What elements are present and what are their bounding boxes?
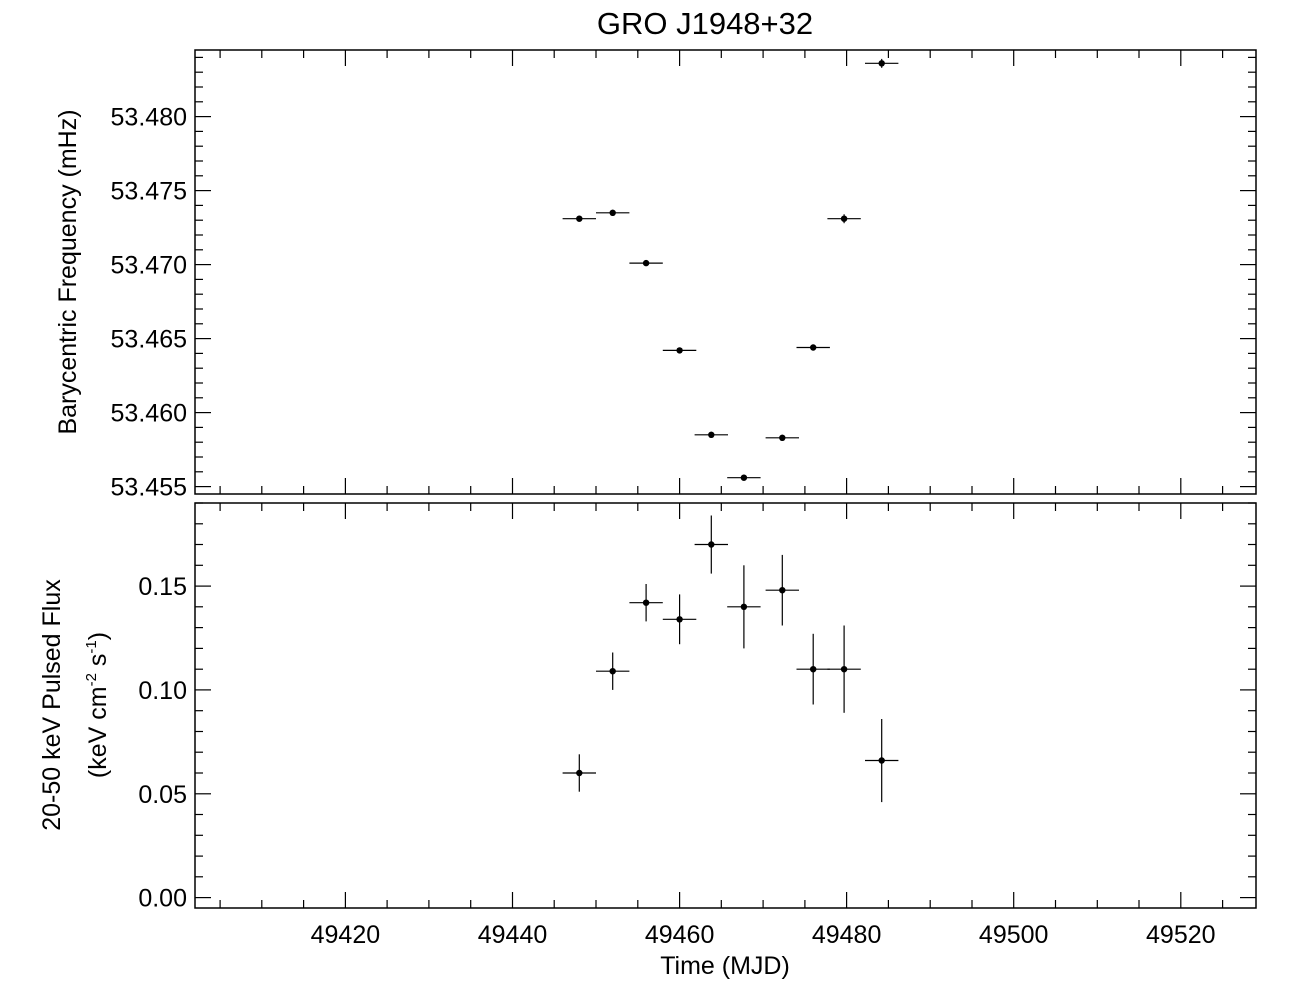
point-marker xyxy=(740,474,748,481)
x-axis-label: Time (MJD) xyxy=(660,952,790,980)
data-point xyxy=(562,754,596,792)
point-marker xyxy=(676,347,683,354)
y-tick-label: 53.455 xyxy=(111,474,187,502)
point-marker xyxy=(779,434,786,441)
data-point xyxy=(796,344,830,351)
point-marker xyxy=(740,603,748,610)
point-marker xyxy=(609,668,616,675)
data-point xyxy=(865,719,899,803)
flux-y-axis-unit: (keV cm-2 s-1) xyxy=(83,632,112,778)
data-point xyxy=(727,474,761,481)
x-tick-label: 49480 xyxy=(812,921,882,949)
frequency-panel-frame xyxy=(194,49,1257,495)
data-point xyxy=(796,633,830,705)
point-marker xyxy=(676,616,683,623)
data-point xyxy=(662,594,697,645)
x-tick-label: 49500 xyxy=(979,921,1049,949)
flux-panel-ticks: 49420 49440 49460 49480 49500 49520 0.00 0.05 0.… xyxy=(138,502,1256,949)
data-point xyxy=(694,515,728,574)
x-tick-label: 49440 xyxy=(478,921,548,949)
point-marker xyxy=(840,666,848,673)
y-tick-label: 53.465 xyxy=(111,326,187,354)
point-marker xyxy=(708,431,715,438)
y-tick-label: 53.475 xyxy=(111,178,187,206)
flux-panel: 49420 49440 49460 49480 49500 49520 0.00 0.05 0.… xyxy=(38,502,1257,980)
y-tick-label: 0.00 xyxy=(138,885,187,913)
y-tick-label: 53.460 xyxy=(111,400,187,428)
data-point xyxy=(562,215,596,222)
point-marker xyxy=(708,541,715,548)
point-marker xyxy=(878,757,885,764)
data-point xyxy=(827,214,861,224)
flux-data-points xyxy=(562,515,899,803)
y-tick-label: 53.470 xyxy=(111,252,187,280)
point-marker xyxy=(878,60,885,67)
point-marker xyxy=(576,769,583,777)
frequency-panel: 53.455 53.460 53.465 53.470 53.475 53.480 Bar… xyxy=(54,49,1257,502)
flux-panel-frame xyxy=(194,502,1257,909)
data-point xyxy=(596,209,630,216)
data-point xyxy=(596,652,630,690)
point-marker xyxy=(810,666,817,673)
data-point xyxy=(865,58,899,68)
data-point xyxy=(827,625,861,713)
point-marker xyxy=(779,587,786,594)
data-point xyxy=(765,434,799,441)
chart-title: GRO J1948+32 xyxy=(597,6,813,41)
y-tick-label: 53.480 xyxy=(111,104,187,132)
point-marker xyxy=(642,599,650,606)
flux-y-axis-label: 20-50 keV Pulsed Flux xyxy=(38,579,66,831)
point-marker xyxy=(840,215,848,222)
point-marker xyxy=(810,344,817,351)
x-tick-label: 49520 xyxy=(1146,921,1216,949)
point-marker xyxy=(642,259,650,267)
y-tick-label: 0.15 xyxy=(138,573,187,601)
data-point xyxy=(765,554,799,626)
data-point xyxy=(629,584,663,622)
data-point xyxy=(694,431,728,438)
point-marker xyxy=(576,215,583,222)
frequency-y-axis-label: Barycentric Frequency (mHz) xyxy=(54,109,82,434)
x-tick-label: 49420 xyxy=(311,921,381,949)
y-tick-label: 0.10 xyxy=(138,677,187,705)
y-tick-label: 0.05 xyxy=(138,781,187,809)
data-point xyxy=(662,347,697,354)
frequency-data-points xyxy=(562,58,899,481)
data-point xyxy=(629,259,663,267)
data-point xyxy=(727,565,761,649)
x-tick-label: 49460 xyxy=(645,921,715,949)
frequency-panel-ticks: 53.455 53.460 53.465 53.470 53.475 53.480 xyxy=(111,50,1256,502)
point-marker xyxy=(609,209,616,216)
